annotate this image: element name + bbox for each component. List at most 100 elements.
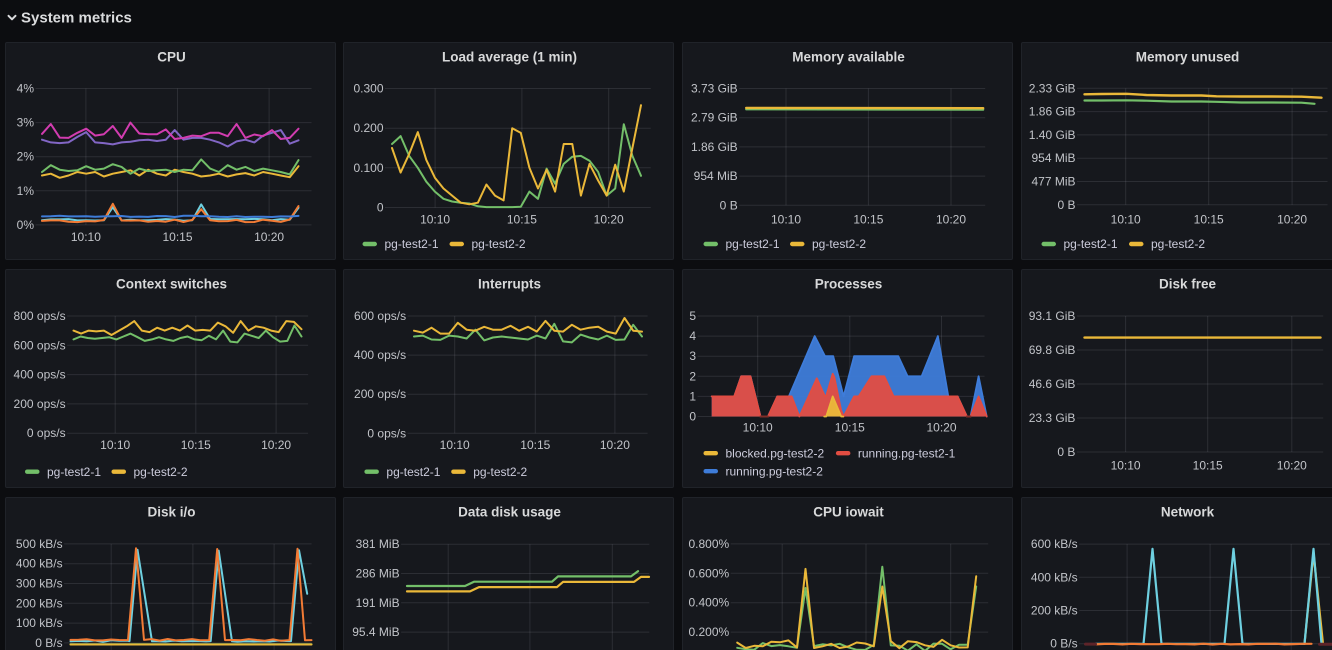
svg-text:2: 2 [689,370,696,384]
svg-text:System metrics: System metrics [21,9,132,26]
svg-text:23.3 GiB: 23.3 GiB [1028,411,1075,425]
svg-text:400 ops/s: 400 ops/s [13,368,65,382]
svg-text:Data disk usage: Data disk usage [458,504,561,519]
svg-text:10:10: 10:10 [70,230,100,244]
svg-text:0%: 0% [16,217,34,231]
svg-text:10:10: 10:10 [771,212,801,226]
svg-text:600 ops/s: 600 ops/s [354,309,406,323]
svg-text:600 ops/s: 600 ops/s [13,339,65,353]
svg-text:381 MiB: 381 MiB [356,537,400,551]
svg-text:pg-test2-1: pg-test2-1 [725,237,779,251]
svg-text:10:10: 10:10 [1110,212,1140,226]
svg-text:191 MiB: 191 MiB [356,596,400,610]
svg-text:10:10: 10:10 [100,438,130,452]
svg-text:2.79 GiB: 2.79 GiB [691,110,738,124]
svg-text:10:20: 10:20 [926,421,956,435]
svg-text:1: 1 [689,390,696,404]
svg-text:200 ops/s: 200 ops/s [354,387,406,401]
svg-text:3%: 3% [16,115,34,129]
svg-text:Processes: Processes [815,277,883,292]
svg-text:0: 0 [377,200,384,214]
svg-text:400 ops/s: 400 ops/s [354,348,406,362]
svg-text:1.86 GiB: 1.86 GiB [691,139,738,153]
svg-text:0 B: 0 B [719,198,737,212]
svg-text:10:15: 10:15 [1193,212,1223,226]
svg-text:200 kB/s: 200 kB/s [15,596,62,610]
svg-text:0.200: 0.200 [353,121,383,135]
svg-text:10:20: 10:20 [261,438,291,452]
svg-text:10:10: 10:10 [1110,459,1140,473]
svg-text:200 ops/s: 200 ops/s [13,397,65,411]
svg-text:Memory unused: Memory unused [1135,49,1239,64]
svg-text:0.100: 0.100 [353,160,383,174]
svg-text:0 ops/s: 0 ops/s [26,426,65,440]
svg-text:0.800%: 0.800% [688,537,729,551]
svg-text:1.40 GiB: 1.40 GiB [1028,127,1075,141]
svg-text:pg-test2-1: pg-test2-1 [1063,237,1117,251]
svg-text:pg-test2-2: pg-test2-2 [1151,237,1205,251]
svg-text:running.pg-test2-2: running.pg-test2-2 [725,465,823,479]
svg-text:pg-test2-2: pg-test2-2 [812,237,866,251]
svg-text:0 B: 0 B [1057,445,1075,459]
svg-text:10:10: 10:10 [420,212,450,226]
svg-text:Interrupts: Interrupts [478,277,541,292]
svg-text:69.8 GiB: 69.8 GiB [1028,343,1075,357]
svg-text:10:20: 10:20 [594,212,624,226]
svg-text:477 MiB: 477 MiB [1031,174,1075,188]
svg-text:1%: 1% [16,183,34,197]
svg-text:954 MiB: 954 MiB [1031,151,1075,165]
svg-text:100 kB/s: 100 kB/s [15,616,62,630]
svg-text:Disk free: Disk free [1158,277,1216,292]
svg-text:10:15: 10:15 [162,230,192,244]
svg-text:954 MiB: 954 MiB [693,169,737,183]
svg-text:46.6 GiB: 46.6 GiB [1028,377,1075,391]
svg-text:10:20: 10:20 [1276,459,1306,473]
svg-text:CPU: CPU [157,49,186,64]
svg-text:pg-test2-2: pg-test2-2 [472,237,526,251]
svg-text:Disk i/o: Disk i/o [147,504,195,519]
svg-text:0.600%: 0.600% [688,566,729,580]
svg-text:pg-test2-1: pg-test2-1 [385,237,439,251]
svg-text:10:10: 10:10 [742,421,772,435]
svg-text:600 kB/s: 600 kB/s [1030,537,1077,551]
svg-text:0.300: 0.300 [353,81,383,95]
svg-text:0 ops/s: 0 ops/s [367,427,406,441]
svg-text:pg-test2-2: pg-test2-2 [473,465,527,479]
svg-text:10:15: 10:15 [1192,459,1222,473]
svg-text:pg-test2-1: pg-test2-1 [386,465,440,479]
svg-text:10:20: 10:20 [600,438,630,452]
svg-text:CPU iowait: CPU iowait [813,504,884,519]
svg-text:pg-test2-1: pg-test2-1 [47,465,101,479]
svg-text:10:15: 10:15 [853,212,883,226]
svg-text:2.33 GiB: 2.33 GiB [1028,81,1075,95]
svg-text:93.1 GiB: 93.1 GiB [1028,309,1075,323]
svg-text:10:15: 10:15 [507,212,537,226]
svg-text:0: 0 [689,410,696,424]
svg-text:running.pg-test2-1: running.pg-test2-1 [858,447,956,461]
svg-text:10:15: 10:15 [180,438,210,452]
svg-text:95.4 MiB: 95.4 MiB [352,625,399,639]
svg-text:286 MiB: 286 MiB [356,567,400,581]
svg-text:10:15: 10:15 [835,421,865,435]
svg-text:pg-test2-2: pg-test2-2 [133,465,187,479]
svg-text:Memory available: Memory available [792,49,905,64]
svg-text:3.73 GiB: 3.73 GiB [691,81,738,95]
svg-text:10:20: 10:20 [1277,212,1307,226]
svg-text:Network: Network [1160,504,1214,519]
svg-text:5: 5 [689,309,696,323]
svg-text:300 kB/s: 300 kB/s [15,577,62,591]
svg-text:800 ops/s: 800 ops/s [13,309,65,323]
svg-text:10:15: 10:15 [520,438,550,452]
svg-text:10:10: 10:10 [440,438,470,452]
svg-text:400 kB/s: 400 kB/s [1030,570,1077,584]
svg-text:400 kB/s: 400 kB/s [15,557,62,571]
svg-text:2%: 2% [16,149,34,163]
svg-text:blocked.pg-test2-2: blocked.pg-test2-2 [725,447,824,461]
svg-text:500 kB/s: 500 kB/s [15,537,62,551]
svg-text:Load average (1 min): Load average (1 min) [442,49,577,64]
svg-text:0 B/s: 0 B/s [1050,637,1077,650]
svg-text:1.86 GiB: 1.86 GiB [1028,104,1075,118]
svg-text:10:20: 10:20 [254,230,284,244]
svg-text:10:20: 10:20 [936,212,966,226]
svg-text:4%: 4% [16,81,34,95]
